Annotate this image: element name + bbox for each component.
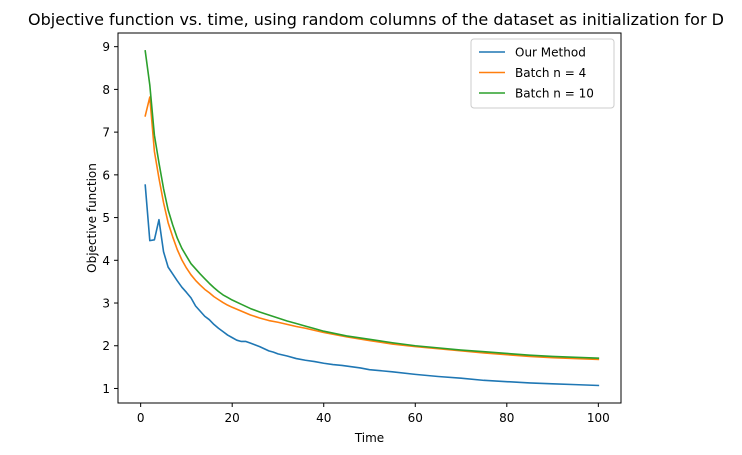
y-tick-label: 4 xyxy=(102,254,110,268)
x-tick-label: 20 xyxy=(225,411,240,425)
x-axis-label: Time xyxy=(354,431,384,445)
y-axis-label: Objective function xyxy=(85,163,99,273)
y-tick-label: 6 xyxy=(102,168,110,182)
y-tick-label: 9 xyxy=(102,40,110,54)
y-axis: 1 2 3 4 5 6 7 8 9 xyxy=(102,40,118,396)
series-lines xyxy=(144,50,600,387)
y-tick-label: 3 xyxy=(102,297,110,311)
legend-box xyxy=(470,38,615,109)
y-tick-label: 5 xyxy=(102,211,110,225)
series-line-our-method xyxy=(144,184,600,387)
x-tick-label: 100 xyxy=(587,411,610,425)
legend-entry-label: Batch n = 4 xyxy=(515,66,586,80)
chart-title: Objective function vs. time, using rando… xyxy=(28,10,724,29)
y-tick-label: 1 xyxy=(102,382,110,396)
plot-area: 0 20 40 60 80 100 1 2 3 4 5 6 7 8 9 xyxy=(102,32,622,425)
y-tick-label: 7 xyxy=(102,126,110,140)
x-tick-label: 60 xyxy=(408,411,423,425)
y-tick-label: 8 xyxy=(102,83,110,97)
x-tick-label: 80 xyxy=(499,411,514,425)
x-tick-label: 40 xyxy=(316,411,331,425)
legend: Our Method Batch n = 4 Batch n = 10 xyxy=(470,38,615,109)
legend-entry-label: Batch n = 10 xyxy=(515,87,594,101)
series-line-batch-n-10 xyxy=(144,50,600,359)
series-line-batch-n-4 xyxy=(144,96,600,361)
legend-entry-label: Our Method xyxy=(515,46,586,60)
x-tick-label: 0 xyxy=(137,411,145,425)
y-tick-label: 2 xyxy=(102,339,110,353)
x-axis: 0 20 40 60 80 100 xyxy=(137,403,610,425)
